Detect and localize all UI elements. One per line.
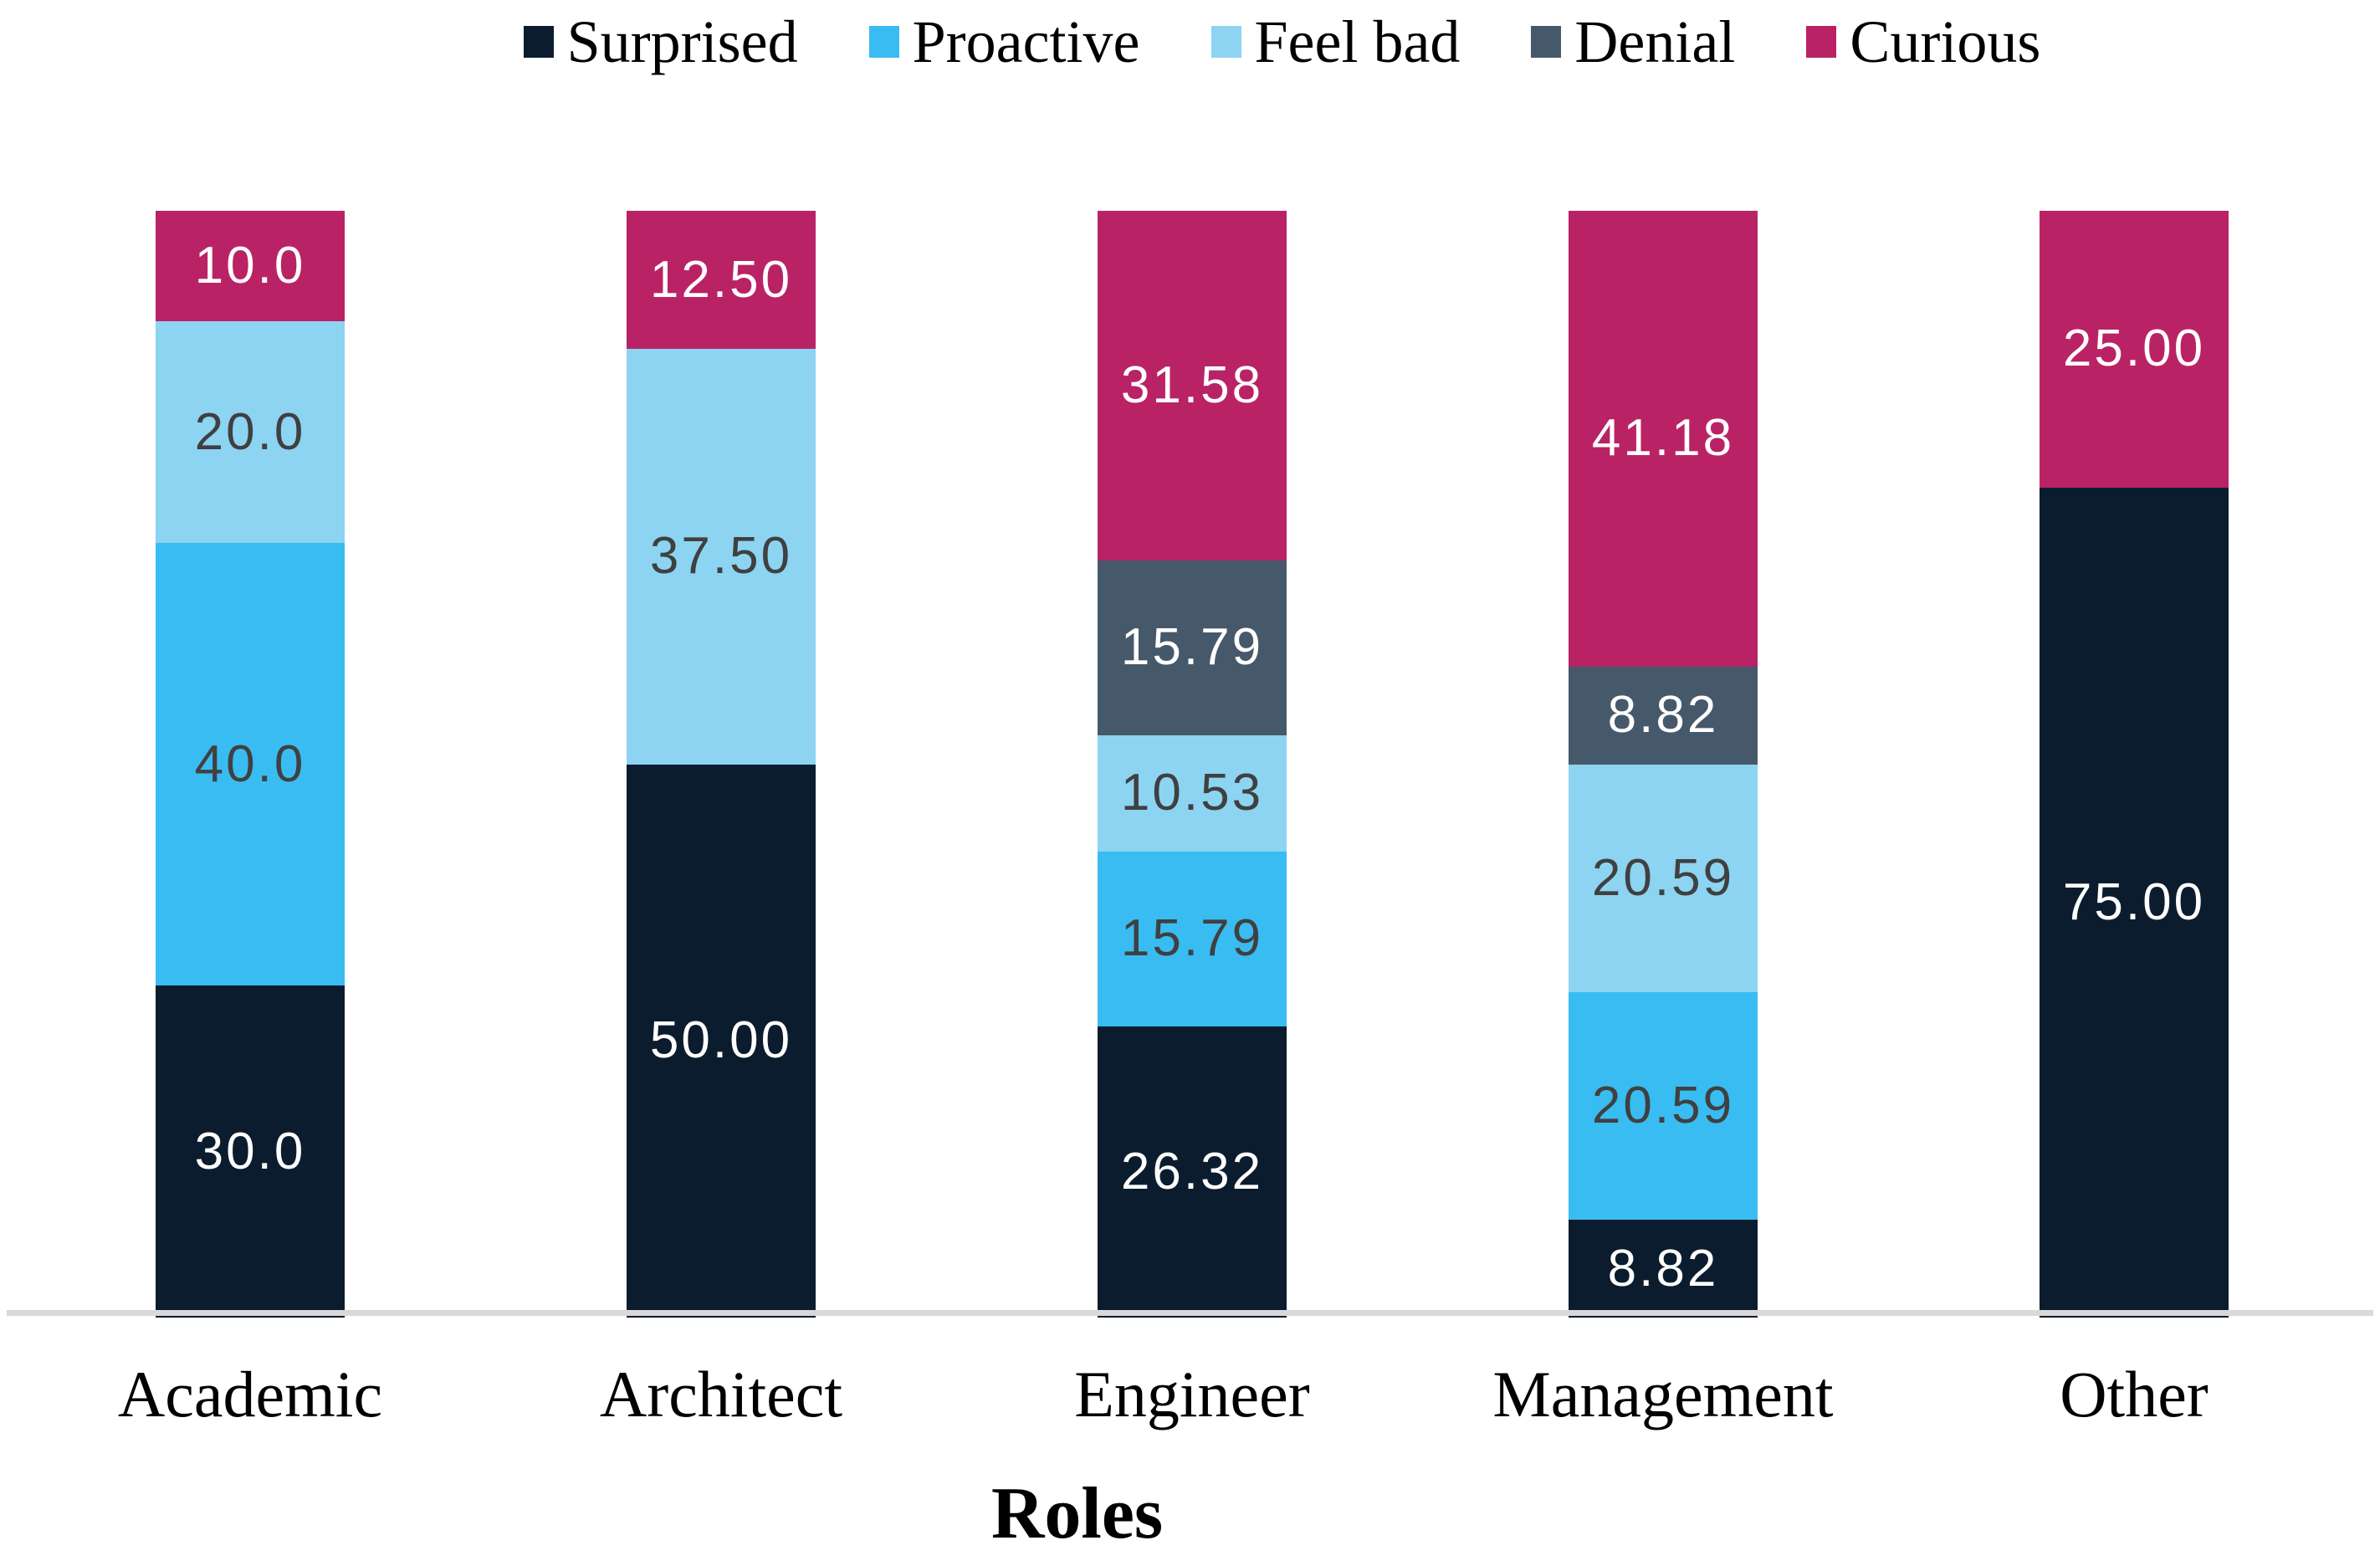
- value-label: 20.59: [1591, 848, 1735, 907]
- legend-swatch-surprised: [523, 26, 554, 58]
- bar-engineer: 31.58 15.79 10.53 15.79 26.32: [1098, 211, 1287, 1318]
- category-label-academic: Academic: [117, 1358, 383, 1430]
- bar-academic: 10.0 20.0 40.0 30.0: [156, 211, 345, 1318]
- segment-curious-academic: 10.0: [156, 211, 345, 322]
- value-label: 75.00: [2062, 873, 2206, 931]
- legend-item-denial: Denial: [1531, 12, 1735, 72]
- legend-label: Surprised: [566, 8, 798, 75]
- bar-management: 41.18 8.82 20.59 20.59 8.82: [1569, 211, 1758, 1318]
- legend-swatch-curious: [1806, 26, 1837, 58]
- segment-curious-architect: 12.50: [627, 211, 816, 350]
- segment-proactive-management: 20.59: [1569, 991, 1758, 1221]
- legend-item-feel-bad: Feel bad: [1210, 8, 1461, 75]
- value-label: 20.59: [1591, 1077, 1735, 1135]
- value-label: 26.32: [1120, 1142, 1264, 1200]
- x-axis-title: Roles: [990, 1473, 1164, 1554]
- segment-curious-other: 25.00: [2040, 211, 2229, 488]
- segment-feel-bad-management: 20.59: [1569, 764, 1758, 992]
- segment-surprised-engineer: 26.32: [1098, 1026, 1287, 1318]
- segment-proactive-engineer: 15.79: [1098, 851, 1287, 1026]
- category-label-management: Management: [1492, 1358, 1834, 1430]
- value-label: 31.58: [1120, 356, 1264, 414]
- segment-curious-management: 41.18: [1569, 211, 1758, 667]
- segment-proactive-academic: 40.0: [156, 542, 345, 986]
- legend-swatch-denial: [1531, 26, 1562, 58]
- segment-surprised-other: 75.00: [2040, 487, 2229, 1318]
- legend-item-curious: Curious: [1806, 12, 2040, 72]
- value-label: 20.0: [194, 402, 306, 461]
- segment-denial-management: 8.82: [1569, 666, 1758, 765]
- legend-label: Curious: [1850, 8, 2041, 75]
- value-label: 8.82: [1607, 1239, 1719, 1297]
- legend-item-surprised: Surprised: [523, 8, 798, 75]
- value-label: 10.53: [1120, 764, 1264, 822]
- legend-swatch-proactive: [868, 26, 899, 58]
- legend: Surprised Proactive Feel bad Denial Curious: [92, 10, 2380, 74]
- legend-swatch-feel-bad: [1210, 26, 1241, 58]
- segment-surprised-architect: 50.00: [627, 764, 816, 1318]
- category-label-engineer: Engineer: [1074, 1358, 1310, 1430]
- segment-feel-bad-architect: 37.50: [627, 349, 816, 765]
- segment-denial-engineer: 15.79: [1098, 560, 1287, 735]
- bar-architect: 12.50 37.50 50.00: [627, 211, 816, 1318]
- value-label: 41.18: [1591, 409, 1735, 468]
- bar-other: 25.00 75.00: [2040, 211, 2229, 1318]
- value-label: 8.82: [1607, 686, 1719, 745]
- segment-surprised-management: 8.82: [1569, 1220, 1758, 1318]
- legend-item-proactive: Proactive: [868, 8, 1140, 75]
- value-label: 10.0: [194, 237, 306, 295]
- category-label-other: Other: [2060, 1358, 2209, 1430]
- segment-curious-engineer: 31.58: [1098, 211, 1287, 560]
- value-label: 37.50: [649, 527, 793, 586]
- category-label-architect: Architect: [599, 1358, 843, 1430]
- legend-label: Feel bad: [1254, 8, 1461, 75]
- legend-label: Proactive: [912, 8, 1140, 75]
- value-label: 40.0: [194, 734, 306, 793]
- value-label: 25.00: [2062, 320, 2206, 378]
- value-label: 15.79: [1120, 909, 1264, 968]
- value-label: 30.0: [194, 1122, 306, 1180]
- segment-surprised-academic: 30.0: [156, 985, 345, 1318]
- value-label: 15.79: [1120, 618, 1264, 677]
- segment-feel-bad-engineer: 10.53: [1098, 734, 1287, 852]
- x-axis-line: [7, 1310, 2373, 1316]
- segment-feel-bad-academic: 20.0: [156, 321, 345, 543]
- value-label: 50.00: [649, 1011, 793, 1070]
- legend-label: Denial: [1574, 8, 1736, 75]
- value-label: 12.50: [649, 250, 793, 309]
